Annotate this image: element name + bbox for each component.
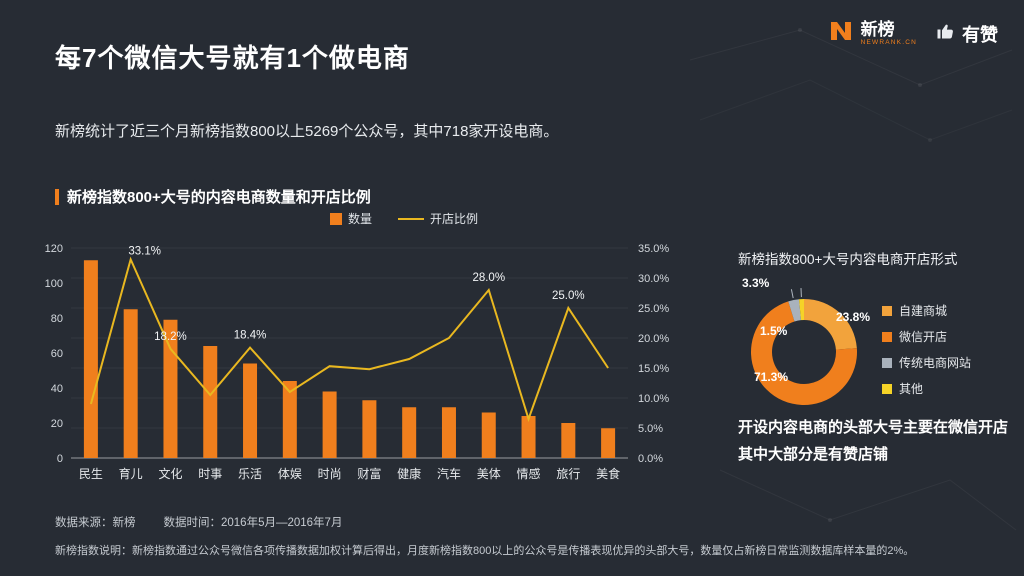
combo-chart: 0.0% 5.0% 10.0% 15.0% 20.0% 25.0% 30.0% 35.0% 0 2… — [35, 236, 690, 499]
svg-text:10.0%: 10.0% — [638, 393, 669, 405]
svg-text:美体: 美体 — [477, 467, 501, 481]
svg-text:美食: 美食 — [596, 466, 620, 481]
donut-value-label: 1.5% — [760, 324, 788, 338]
svg-text:20.0%: 20.0% — [638, 333, 669, 345]
bar-series-swatch — [330, 212, 342, 225]
donut-legend: 自建商城 微信开店 传统电商网站 其他 — [882, 302, 971, 397]
svg-text:30.0%: 30.0% — [638, 273, 669, 285]
svg-text:5.0%: 5.0% — [638, 423, 663, 435]
page-title: 每7个微信大号就有1个做电商 — [55, 43, 410, 73]
legend-row: 其他 — [882, 380, 971, 397]
legend-row: 自建商城 — [882, 302, 971, 319]
legend-color-swatch — [882, 331, 892, 342]
svg-text:35.0%: 35.0% — [638, 243, 669, 255]
footer-source: 数据来源：新榜 — [55, 517, 136, 529]
legend-count-label: 数量 — [348, 212, 373, 226]
svg-text:汽车: 汽车 — [437, 466, 461, 481]
donut-value-label: 71.3% — [754, 370, 789, 384]
youzan-logo-name: 有赞 — [962, 24, 998, 45]
svg-text:旅行: 旅行 — [556, 467, 580, 481]
line-series-swatch — [398, 217, 425, 220]
newrank-logo-icon — [828, 18, 854, 49]
svg-text:100: 100 — [45, 278, 63, 290]
donut-chart-svg — [751, 288, 857, 405]
svg-text:乐活: 乐活 — [238, 467, 262, 481]
caption-line-2: 其中大部分是有赞店铺 — [738, 446, 889, 463]
svg-text:18.2%: 18.2% — [154, 331, 187, 343]
svg-text:40: 40 — [51, 383, 63, 395]
svg-text:80: 80 — [51, 313, 63, 325]
legend-item-ratio: 开店比例 — [398, 210, 478, 227]
donut-section-title: 新榜指数800+大号内容电商开店形式 — [738, 252, 958, 267]
svg-text:民生: 民生 — [79, 467, 103, 481]
svg-text:60: 60 — [51, 348, 63, 360]
newrank-logo-domain: NEWRANK.CN — [860, 39, 917, 46]
svg-text:0.0%: 0.0% — [638, 453, 663, 465]
legend-label: 传统电商网站 — [899, 356, 972, 370]
legend-label: 其他 — [899, 382, 924, 396]
svg-text:15.0%: 15.0% — [638, 363, 669, 375]
svg-text:文化: 文化 — [158, 466, 182, 481]
footer-meta: 数据来源：新榜 数据时间：2016年5月—2016年7月 — [55, 514, 342, 530]
svg-text:20: 20 — [51, 418, 63, 430]
svg-text:25.0%: 25.0% — [552, 290, 585, 302]
footer-time: 数据时间：2016年5月—2016年7月 — [163, 517, 343, 529]
section-accent-bar — [55, 188, 59, 205]
footer-note: 新榜指数说明：新榜指数通过公众号微信各项传播数据加权计算后得出，月度新榜指数80… — [55, 545, 915, 557]
combo-chart-legend: 数量 开店比例 — [330, 210, 478, 227]
legend-label: 自建商城 — [899, 304, 948, 318]
newrank-logo: 新榜 NEWRANK.CN — [828, 18, 917, 49]
legend-ratio-label: 开店比例 — [430, 212, 479, 226]
page-subtitle: 新榜统计了近三个月新榜指数800以上5269个公众号，其中718家开设电商。 — [55, 123, 559, 140]
svg-text:育儿: 育儿 — [119, 466, 143, 481]
svg-text:体娱: 体娱 — [278, 467, 302, 481]
svg-text:情感: 情感 — [517, 466, 541, 481]
donut-value-label: 3.3% — [742, 276, 770, 290]
legend-row: 传统电商网站 — [882, 354, 971, 371]
combo-chart-svg: 0.0% 5.0% 10.0% 15.0% 20.0% 25.0% 30.0% 35.0% 0 2… — [45, 243, 670, 481]
donut-value-label: 23.8% — [836, 310, 871, 324]
svg-text:健康: 健康 — [397, 466, 421, 481]
combo-section-title: 新榜指数800+大号的内容电商数量和开店比例 — [67, 189, 371, 206]
svg-text:时事: 时事 — [198, 467, 222, 481]
svg-text:33.1%: 33.1% — [128, 245, 161, 257]
legend-item-count: 数量 — [330, 210, 372, 227]
legend-color-swatch — [882, 305, 892, 316]
thumbs-up-icon — [935, 21, 956, 46]
svg-text:18.4%: 18.4% — [234, 330, 267, 342]
donut-chart: 23.8% 71.3% 3.3% 1.5% — [712, 266, 892, 428]
caption-line-1: 开设内容电商的头部大号主要在微信开店 — [738, 419, 1009, 436]
legend-row: 微信开店 — [882, 328, 971, 345]
svg-text:0: 0 — [57, 453, 63, 465]
legend-label: 微信开店 — [899, 330, 948, 344]
donut-caption: 开设内容电商的头部大号主要在微信开店 其中大部分是有赞店铺 — [738, 414, 1008, 468]
svg-text:财富: 财富 — [357, 466, 381, 481]
legend-color-swatch — [882, 383, 892, 394]
legend-color-swatch — [882, 357, 892, 368]
newrank-logo-name: 新榜 — [860, 20, 895, 39]
svg-text:时尚: 时尚 — [318, 467, 342, 481]
svg-text:120: 120 — [45, 243, 63, 255]
brand-logos: 新榜 NEWRANK.CN 有赞 — [828, 18, 998, 49]
svg-text:25.0%: 25.0% — [638, 303, 669, 315]
combo-section-heading: 新榜指数800+大号的内容电商数量和开店比例 — [55, 186, 371, 207]
youzan-logo: 有赞 — [935, 21, 998, 47]
svg-text:28.0%: 28.0% — [472, 272, 505, 284]
